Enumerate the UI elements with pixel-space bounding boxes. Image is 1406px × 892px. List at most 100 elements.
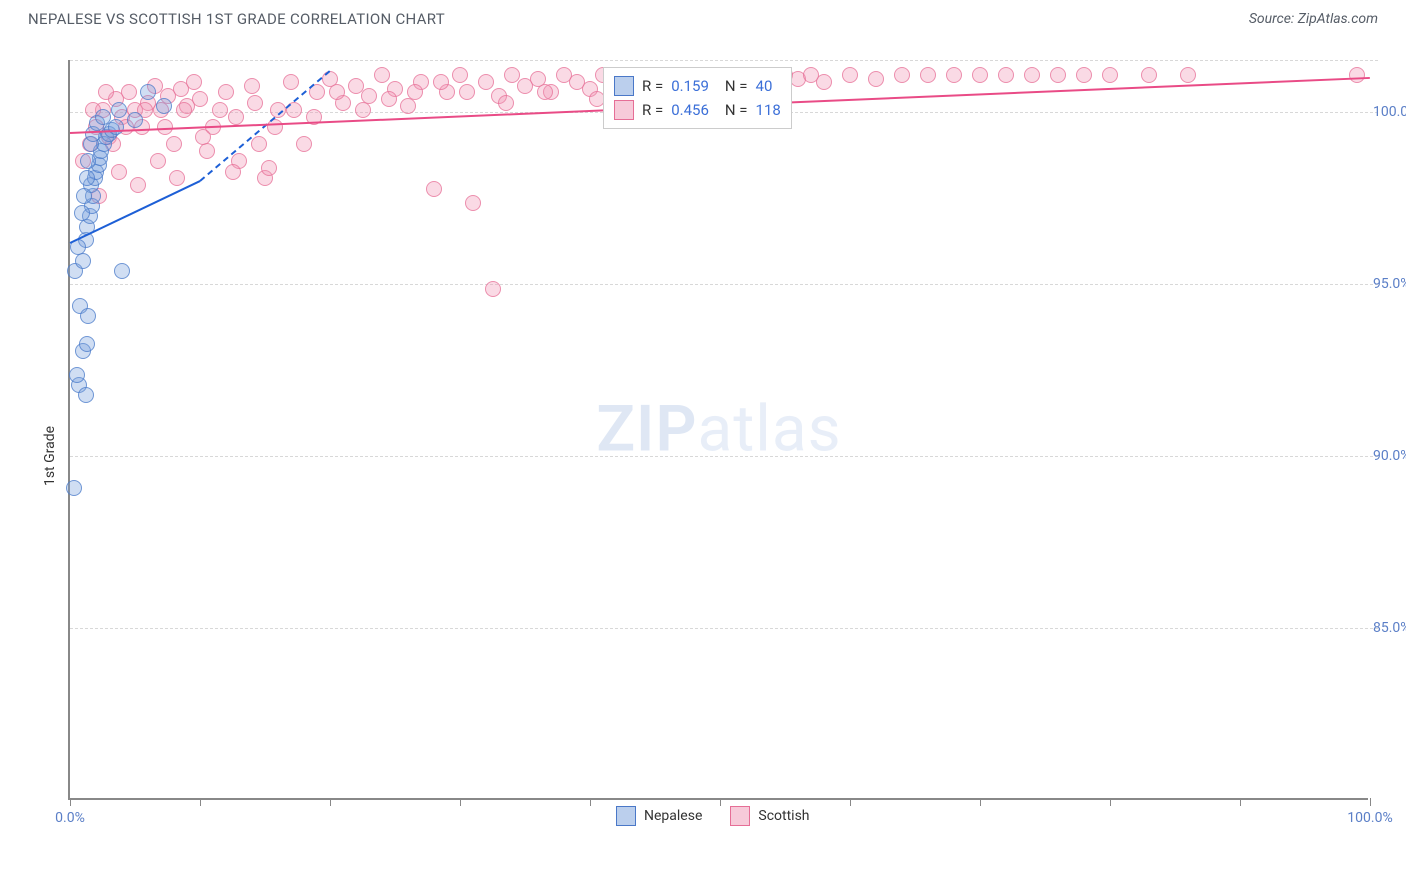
- stat-label: N =: [725, 74, 748, 98]
- gridline: [70, 628, 1378, 629]
- data-point-nepalese: [80, 153, 96, 169]
- x-tick: [330, 798, 331, 806]
- data-point-scottish: [195, 129, 211, 145]
- data-point-scottish: [355, 102, 371, 118]
- plot-area: ZIPatlas 85.0%90.0%95.0%100.0%0.0%100.0%…: [68, 60, 1368, 800]
- x-tick: [850, 798, 851, 806]
- data-point-scottish: [433, 74, 449, 90]
- data-point-scottish: [225, 164, 241, 180]
- data-point-nepalese: [74, 205, 90, 221]
- x-tick: [1370, 798, 1371, 806]
- stats-legend: R =0.159N =40R =0.456N =118: [603, 67, 792, 129]
- y-tick-label: 100.0%: [1373, 104, 1406, 120]
- legend-label: Scottish: [758, 808, 809, 824]
- data-point-scottish: [199, 143, 215, 159]
- data-point-scottish: [1349, 67, 1365, 83]
- x-tick: [1240, 798, 1241, 806]
- legend-label: Nepalese: [644, 808, 702, 824]
- data-point-nepalese: [114, 263, 130, 279]
- data-point-nepalese: [79, 170, 95, 186]
- chart-title: NEPALESE VS SCOTTISH 1ST GRADE CORRELATI…: [28, 10, 445, 28]
- x-tick: [460, 798, 461, 806]
- data-point-scottish: [400, 98, 416, 114]
- stat-label: R =: [642, 74, 663, 98]
- stat-value: 40: [756, 74, 773, 98]
- data-point-scottish: [478, 74, 494, 90]
- data-point-scottish: [228, 109, 244, 125]
- data-point-scottish: [1076, 67, 1092, 83]
- data-point-nepalese: [66, 480, 82, 496]
- x-tick-label: 100.0%: [1347, 810, 1392, 826]
- data-point-scottish: [485, 281, 501, 297]
- gridline: [70, 60, 1378, 61]
- x-tick: [200, 798, 201, 806]
- data-point-scottish: [426, 181, 442, 197]
- data-point-nepalese: [156, 98, 172, 114]
- data-point-scottish: [296, 136, 312, 152]
- data-point-scottish: [946, 67, 962, 83]
- data-point-scottish: [1102, 67, 1118, 83]
- legend-swatch: [614, 100, 634, 120]
- y-axis-label: 1st Grade: [42, 426, 58, 486]
- y-tick-label: 85.0%: [1373, 620, 1406, 636]
- y-tick-label: 90.0%: [1373, 448, 1406, 464]
- data-point-scottish: [166, 136, 182, 152]
- data-point-nepalese: [75, 253, 91, 269]
- legend-swatch: [730, 806, 750, 826]
- series-legend: Nepalese Scottish: [616, 806, 810, 826]
- x-tick-label: 0.0%: [55, 810, 85, 826]
- data-point-scottish: [816, 74, 832, 90]
- data-point-scottish: [283, 74, 299, 90]
- data-point-nepalese: [140, 84, 156, 100]
- gridline: [70, 456, 1378, 457]
- data-point-scottish: [972, 67, 988, 83]
- x-tick: [1110, 798, 1111, 806]
- gridline: [70, 284, 1378, 285]
- data-point-nepalese: [80, 308, 96, 324]
- data-point-nepalese: [79, 336, 95, 352]
- data-point-scottish: [261, 160, 277, 176]
- stat-label: N =: [725, 98, 748, 122]
- stat-value: 0.159: [671, 74, 709, 98]
- x-tick: [70, 798, 71, 806]
- data-point-scottish: [186, 74, 202, 90]
- data-point-scottish: [498, 95, 514, 111]
- data-point-scottish: [452, 67, 468, 83]
- data-point-nepalese: [127, 112, 143, 128]
- data-point-nepalese: [111, 102, 127, 118]
- data-point-nepalese: [78, 387, 94, 403]
- data-point-scottish: [1180, 67, 1196, 83]
- data-point-scottish: [176, 102, 192, 118]
- data-point-scottish: [169, 170, 185, 186]
- data-point-scottish: [1050, 67, 1066, 83]
- data-point-scottish: [111, 164, 127, 180]
- data-point-scottish: [98, 84, 114, 100]
- stat-value: 118: [756, 98, 781, 122]
- data-point-nepalese: [108, 119, 124, 135]
- data-point-scottish: [381, 91, 397, 107]
- legend-swatch: [616, 806, 636, 826]
- data-point-scottish: [251, 136, 267, 152]
- data-point-scottish: [212, 102, 228, 118]
- data-point-scottish: [868, 71, 884, 87]
- data-point-nepalese: [95, 109, 111, 125]
- source-label: Source: ZipAtlas.com: [1249, 11, 1378, 27]
- x-tick: [980, 798, 981, 806]
- data-point-scottish: [192, 91, 208, 107]
- data-point-scottish: [459, 84, 475, 100]
- data-point-scottish: [121, 84, 137, 100]
- data-point-scottish: [920, 67, 936, 83]
- data-point-scottish: [1024, 67, 1040, 83]
- data-point-scottish: [150, 153, 166, 169]
- x-tick: [720, 798, 721, 806]
- data-point-scottish: [130, 177, 146, 193]
- data-point-nepalese: [76, 188, 92, 204]
- stat-label: R =: [642, 98, 663, 122]
- data-point-scottish: [244, 78, 260, 94]
- data-point-scottish: [247, 95, 263, 111]
- data-point-scottish: [407, 84, 423, 100]
- data-point-scottish: [465, 195, 481, 211]
- chart-container: 1st Grade ZIPatlas 85.0%90.0%95.0%100.0%…: [20, 40, 1386, 872]
- data-point-scottish: [842, 67, 858, 83]
- data-point-scottish: [374, 67, 390, 83]
